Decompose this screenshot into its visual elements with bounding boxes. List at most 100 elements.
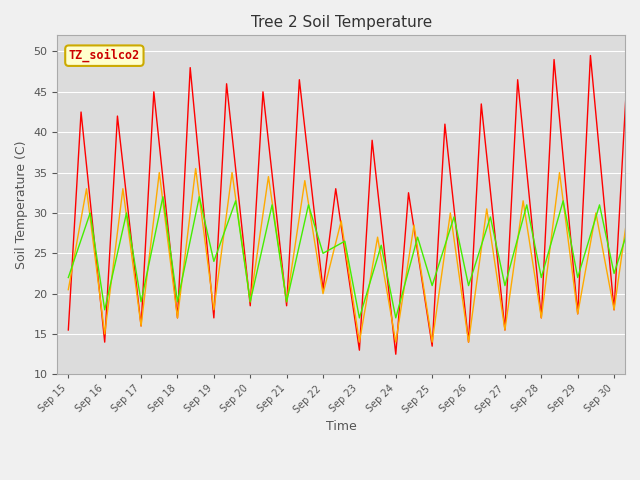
Tree2 -8cm	[559, 198, 567, 204]
Tree2 -2cm	[65, 327, 72, 333]
Tree2 -8cm	[195, 194, 203, 200]
Tree2 -2cm	[587, 53, 595, 59]
Tree2 -8cm	[341, 238, 349, 244]
Line: Tree2 -8cm: Tree2 -8cm	[68, 197, 636, 318]
Tree2 -8cm	[378, 242, 385, 248]
Y-axis label: Soil Temperature (C): Soil Temperature (C)	[15, 141, 28, 269]
Tree2 -2cm	[501, 327, 509, 333]
Tree2 -8cm	[283, 299, 291, 305]
Tree2 -4cm	[501, 327, 509, 333]
Tree2 -2cm	[210, 315, 218, 321]
Tree2 -8cm	[465, 283, 472, 288]
Tree2 -4cm	[356, 339, 364, 345]
Tree2 -4cm	[192, 166, 200, 171]
Tree2 -4cm	[374, 234, 381, 240]
Tree2 -4cm	[447, 210, 454, 216]
Tree2 -8cm	[246, 299, 254, 305]
Tree2 -2cm	[368, 137, 376, 143]
Tree2 -2cm	[101, 339, 109, 345]
Tree2 -8cm	[86, 210, 94, 216]
Tree2 -4cm	[410, 222, 418, 228]
Tree2 -8cm	[523, 202, 531, 208]
Tree2 -8cm	[501, 283, 509, 288]
Tree2 -2cm	[259, 89, 267, 95]
Tree2 -2cm	[113, 113, 121, 119]
Tree2 -2cm	[77, 109, 85, 115]
Tree2 -4cm	[428, 339, 436, 345]
Tree2 -4cm	[483, 206, 491, 212]
Tree2 -8cm	[123, 210, 131, 216]
Tree2 -8cm	[486, 214, 494, 220]
Tree2 -2cm	[611, 307, 618, 312]
Tree2 -2cm	[441, 121, 449, 127]
Title: Tree 2 Soil Temperature: Tree 2 Soil Temperature	[251, 15, 432, 30]
Tree2 -4cm	[246, 299, 254, 305]
Tree2 -8cm	[210, 259, 218, 264]
Tree2 -4cm	[592, 210, 600, 216]
Tree2 -8cm	[305, 202, 312, 208]
Tree2 -8cm	[596, 202, 604, 208]
Tree2 -2cm	[514, 77, 522, 83]
Tree2 -2cm	[392, 351, 399, 357]
Tree2 -2cm	[623, 77, 630, 83]
Tree2 -4cm	[301, 178, 308, 183]
Tree2 -8cm	[632, 202, 640, 208]
Text: TZ_soilco2: TZ_soilco2	[68, 49, 140, 62]
Tree2 -2cm	[283, 303, 291, 309]
Tree2 -8cm	[414, 234, 422, 240]
Line: Tree2 -4cm: Tree2 -4cm	[68, 168, 632, 342]
Tree2 -8cm	[173, 299, 181, 305]
X-axis label: Time: Time	[326, 420, 356, 433]
Tree2 -2cm	[428, 343, 436, 349]
Tree2 -4cm	[519, 198, 527, 204]
Tree2 -2cm	[550, 57, 558, 62]
Tree2 -2cm	[246, 303, 254, 309]
Tree2 -8cm	[268, 202, 276, 208]
Tree2 -4cm	[538, 315, 545, 321]
Tree2 -8cm	[428, 283, 436, 288]
Tree2 -4cm	[556, 170, 563, 176]
Tree2 -4cm	[611, 307, 618, 312]
Tree2 -4cm	[264, 174, 272, 180]
Tree2 -8cm	[574, 275, 582, 280]
Tree2 -4cm	[628, 178, 636, 183]
Tree2 -4cm	[83, 186, 90, 192]
Tree2 -2cm	[296, 77, 303, 83]
Tree2 -2cm	[477, 101, 485, 107]
Tree2 -4cm	[574, 311, 582, 317]
Legend: Tree2 -2cm, Tree2 -4cm, Tree2 -8cm: Tree2 -2cm, Tree2 -4cm, Tree2 -8cm	[154, 476, 528, 480]
Tree2 -8cm	[232, 198, 239, 204]
Tree2 -4cm	[392, 339, 399, 345]
Tree2 -4cm	[228, 170, 236, 176]
Tree2 -4cm	[465, 339, 472, 345]
Tree2 -8cm	[611, 271, 618, 276]
Tree2 -2cm	[150, 89, 157, 95]
Tree2 -8cm	[356, 315, 364, 321]
Tree2 -2cm	[465, 339, 472, 345]
Tree2 -4cm	[283, 299, 291, 305]
Tree2 -8cm	[319, 251, 327, 256]
Tree2 -8cm	[137, 299, 145, 305]
Tree2 -2cm	[538, 315, 545, 321]
Tree2 -2cm	[173, 315, 181, 321]
Line: Tree2 -2cm: Tree2 -2cm	[68, 56, 627, 354]
Tree2 -2cm	[356, 348, 364, 353]
Tree2 -4cm	[137, 323, 145, 329]
Tree2 -4cm	[119, 186, 127, 192]
Tree2 -2cm	[137, 323, 145, 329]
Tree2 -2cm	[223, 81, 230, 87]
Tree2 -2cm	[186, 65, 194, 71]
Tree2 -8cm	[392, 315, 399, 321]
Tree2 -4cm	[210, 307, 218, 312]
Tree2 -4cm	[337, 218, 345, 224]
Tree2 -4cm	[101, 331, 109, 337]
Tree2 -8cm	[101, 307, 109, 312]
Tree2 -8cm	[159, 194, 167, 200]
Tree2 -2cm	[319, 287, 327, 292]
Tree2 -8cm	[538, 275, 545, 280]
Tree2 -2cm	[332, 186, 340, 192]
Tree2 -2cm	[574, 311, 582, 317]
Tree2 -4cm	[319, 291, 327, 297]
Tree2 -4cm	[156, 170, 163, 176]
Tree2 -2cm	[404, 190, 412, 196]
